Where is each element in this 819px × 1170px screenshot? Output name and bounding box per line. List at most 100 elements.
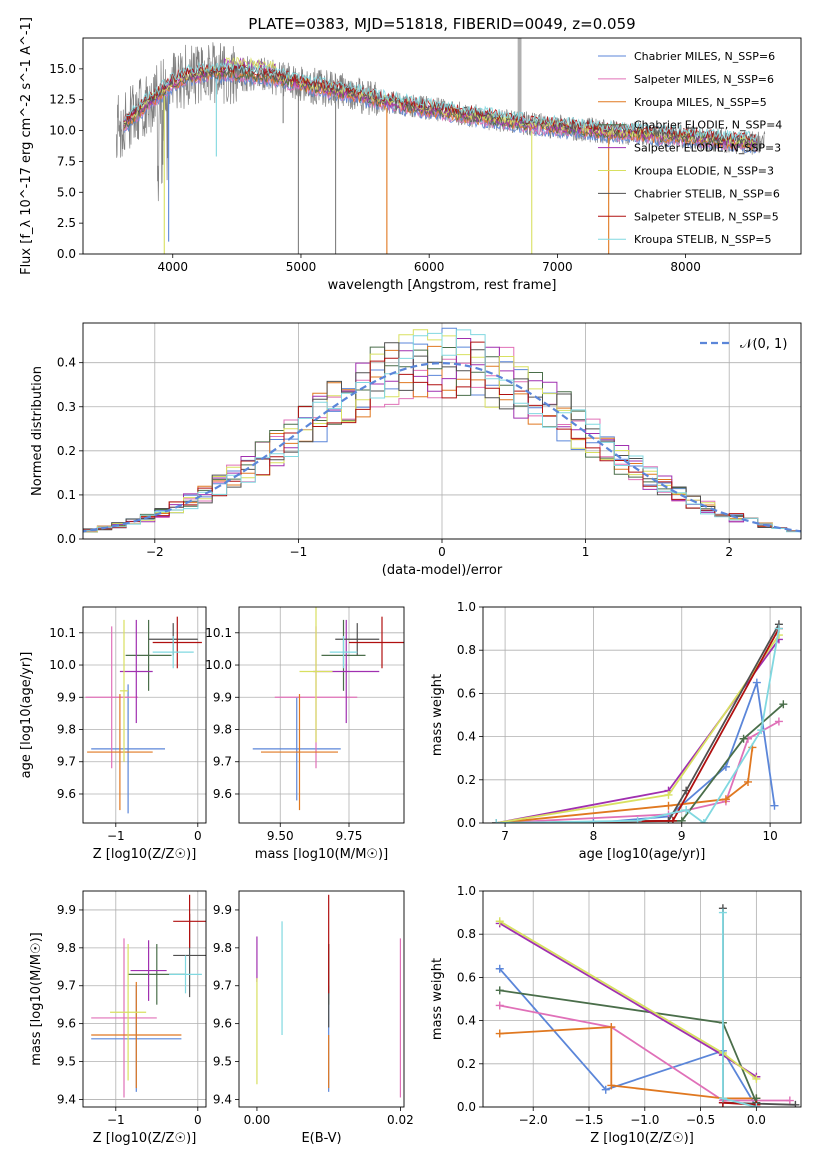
mass-weight-marker xyxy=(752,678,761,687)
axes-frame xyxy=(82,37,802,255)
y-tick-label: 9.6 xyxy=(213,1017,232,1031)
x-tick-label: −2 xyxy=(146,545,164,559)
x-tick-label: −0.5 xyxy=(686,1113,715,1127)
y-tick-label: 10.1 xyxy=(49,626,76,640)
x-tick-label: 0 xyxy=(438,545,446,559)
axes-frame xyxy=(482,890,802,1108)
y-tick-label: 10.0 xyxy=(205,658,232,672)
y-tick-label: 9.5 xyxy=(213,1055,232,1069)
axes-frame xyxy=(238,606,405,824)
x-tick-label: −1.5 xyxy=(574,1113,603,1127)
y-tick-label: 0.8 xyxy=(457,927,476,941)
masked-region xyxy=(517,38,522,121)
y-tick-label: 9.9 xyxy=(213,903,232,917)
mass-weight-marker xyxy=(718,908,727,917)
mass-weight-marker xyxy=(770,801,779,810)
axes-frame xyxy=(82,606,207,824)
mass-weight-marker xyxy=(668,816,677,823)
y-tick-label: 9.6 xyxy=(57,1017,76,1031)
x-axis-label: wavelength [Angstrom, rest frame] xyxy=(328,278,557,293)
panel-residuals: −2 −1 0 1 2 0.0 0.1 0.2 0.3 0.4 (data-model)/error… xyxy=(30,322,802,578)
x-axis-label: Z [log10(Z/Z☉)] xyxy=(93,847,197,862)
mass-weight-marker xyxy=(492,819,501,823)
plot-area xyxy=(115,38,766,254)
plot-area xyxy=(495,904,800,1107)
y-axis-label: mass weight xyxy=(430,958,445,1040)
legend-entry: Kroupa ELODIE, N_SSP=3 xyxy=(634,165,774,178)
y-tick-label: 9.8 xyxy=(213,723,232,737)
panel-massweight-vs-Z: −2.0 −1.5 −1.0 −0.5 0.0 0.0 0.2 0.4 0.6 0.8 1.0 Z [… xyxy=(430,884,802,1146)
mass-weight-marker xyxy=(495,1029,504,1038)
panel-spectrum: 4000 5000 6000 7000 8000 0.0 2.5 5.0 7.5 10.0 12.5… xyxy=(19,17,802,293)
x-axis-label: age [log10(age/yr)] xyxy=(579,847,706,862)
figure-title: PLATE=0383, MJD=51818, FIBERID=0049, z=0… xyxy=(248,15,635,33)
mass-weight-marker xyxy=(779,700,788,709)
x-tick-label: 10 xyxy=(762,829,777,843)
mass-weight-marker xyxy=(718,1094,727,1103)
y-tick-label: 9.6 xyxy=(213,787,232,801)
y-tick-label: 9.8 xyxy=(57,723,76,737)
y-tick-label: 0.0 xyxy=(457,816,476,830)
legend-entry: Salpeter ELODIE, N_SSP=3 xyxy=(634,142,781,155)
mass-weight-line xyxy=(496,628,780,823)
x-tick-label: 0 xyxy=(194,1113,202,1127)
x-tick-label: 7000 xyxy=(542,260,573,274)
y-axis-label: mass [log10(M/M☉)] xyxy=(29,932,44,1065)
axes-frame xyxy=(482,606,802,824)
y-axis-label: Flux [f_λ 10^-17 erg cm^-2 s^-1 A^-1] xyxy=(19,17,34,275)
axes-frame xyxy=(238,890,405,1108)
x-tick-label: −1 xyxy=(107,829,125,843)
y-tick-label: 0.2 xyxy=(457,773,476,787)
spectrum-legend: Chabrier MILES, N_SSP=6 Salpeter MILES, N… xyxy=(598,50,782,246)
mass-weight-marker xyxy=(495,1001,504,1010)
legend-entry: 𝒩(0, 1) xyxy=(740,337,787,352)
y-tick-label: 0.4 xyxy=(57,356,76,370)
axes-frame xyxy=(82,322,802,540)
model-spectrum-line xyxy=(123,61,757,142)
legend-entry: Chabrier MILES, N_SSP=6 xyxy=(634,50,775,63)
y-tick-label: 5.0 xyxy=(57,185,76,199)
panel-age-vs-mass: 9.50 9.75 9.6 9.7 9.8 9.9 10.0 10.1 mass [log10(… xyxy=(205,606,405,862)
x-axis-label: mass [log10(M/M☉)] xyxy=(255,847,388,862)
y-tick-label: 9.8 xyxy=(57,941,76,955)
residual-histogram xyxy=(83,329,801,534)
x-axis-label: Z [log10(Z/Z☉)] xyxy=(93,1131,197,1146)
x-axis-label: (data-model)/error xyxy=(382,563,503,578)
y-tick-label: 10.1 xyxy=(205,626,232,640)
x-tick-label: 8000 xyxy=(670,260,701,274)
x-tick-label: 6000 xyxy=(414,260,445,274)
legend-entry: Salpeter MILES, N_SSP=6 xyxy=(634,73,774,86)
y-axis-label: Normed distribution xyxy=(30,366,45,496)
x-tick-label: 9.75 xyxy=(336,829,363,843)
model-spectrum-line xyxy=(123,72,757,154)
x-tick-label: 9.50 xyxy=(267,829,294,843)
y-tick-label: 9.7 xyxy=(57,979,76,993)
x-tick-label: −1 xyxy=(290,545,308,559)
x-tick-label: 0.00 xyxy=(244,1113,271,1127)
y-tick-label: 0.0 xyxy=(57,532,76,546)
y-tick-label: 0.4 xyxy=(457,1014,476,1028)
x-tick-label: 0 xyxy=(194,829,202,843)
panel-mass-vs-Z: −1 0 9.4 9.5 9.6 9.7 9.8 9.9 Z [log10(Z/Z☉)] mass… xyxy=(29,890,207,1146)
x-tick-label: 7 xyxy=(501,829,509,843)
x-tick-label: 0.02 xyxy=(387,1113,414,1127)
y-tick-label: 10.0 xyxy=(49,658,76,672)
y-tick-label: 9.7 xyxy=(213,979,232,993)
mass-weight-marker xyxy=(664,801,673,810)
grid-lines xyxy=(83,891,206,1107)
panel-mass-vs-ebv: 0.00 0.02 9.4 9.5 9.6 9.7 9.8 9.9 E(B-V) xyxy=(213,890,414,1146)
y-tick-label: 0.6 xyxy=(457,686,476,700)
axes-frame xyxy=(82,890,207,1108)
panel-massweight-vs-age: 7 8 9 10 0.0 0.2 0.4 0.6 0.8 1.0 age [log10(age/yr… xyxy=(430,600,802,862)
y-tick-label: 15.0 xyxy=(49,62,76,76)
x-tick-label: −2.0 xyxy=(519,1113,548,1127)
mass-weight-marker xyxy=(774,624,783,633)
mass-weight-marker xyxy=(607,1081,616,1090)
y-tick-label: 1.0 xyxy=(457,600,476,614)
x-tick-label: −1 xyxy=(107,1113,125,1127)
x-axis-label: Z [log10(Z/Z☉)] xyxy=(590,1131,694,1146)
x-tick-label: 5000 xyxy=(286,260,317,274)
y-tick-label: 0.1 xyxy=(57,488,76,502)
mass-weight-line xyxy=(496,682,776,823)
plot-area xyxy=(256,894,402,1098)
